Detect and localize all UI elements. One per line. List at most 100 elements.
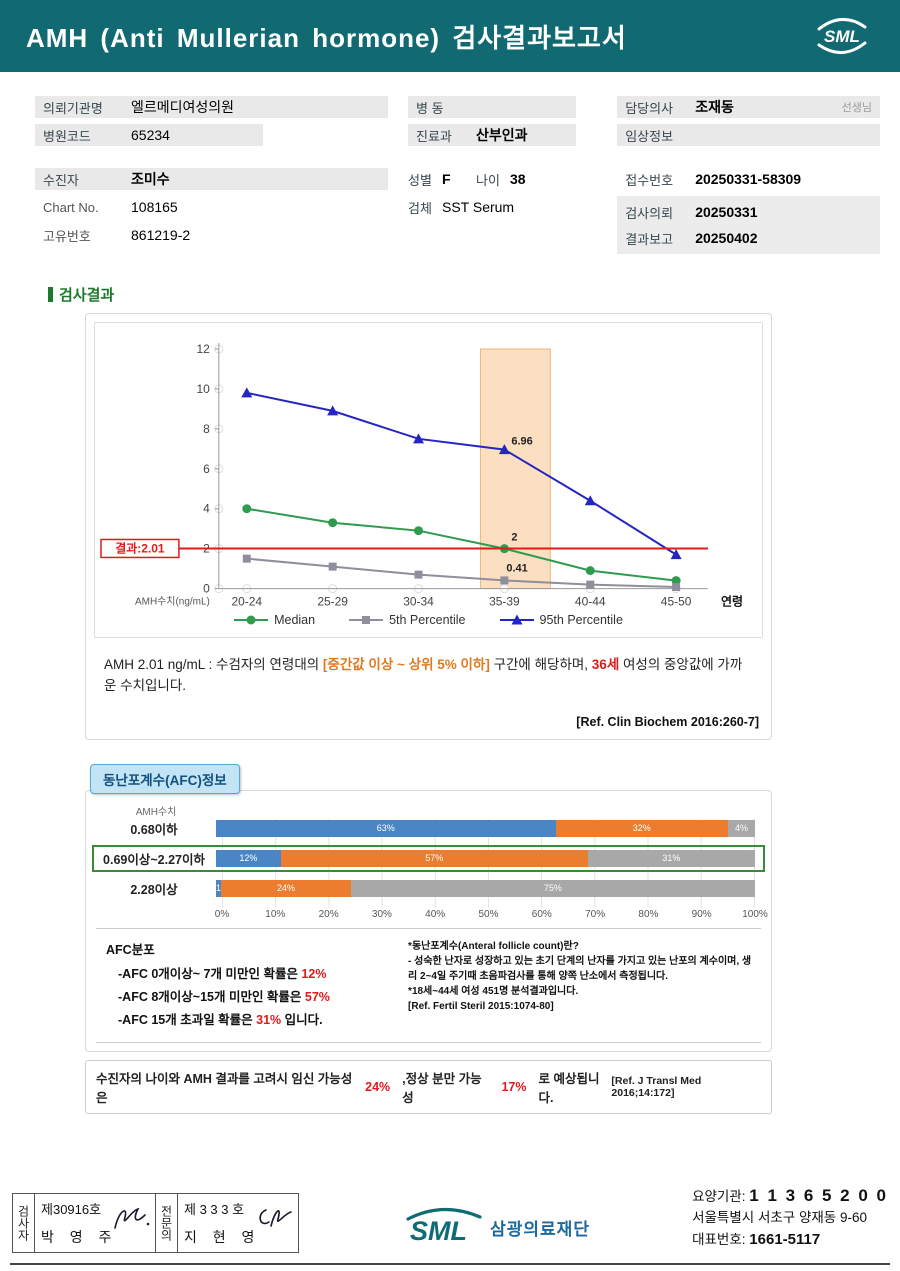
specimen-row: 검체 SST Serum: [408, 196, 599, 218]
conclusion-v1: 24%: [365, 1079, 391, 1094]
phone-number: 1661-5117: [749, 1230, 821, 1248]
series-5th-percentile: [242, 554, 681, 591]
report-header: AMH (Anti Mullerian hormone) 검사결과보고서 SML: [0, 0, 900, 72]
afc-axis-tick: 90%: [691, 908, 712, 920]
interp-mid2: 구간에 해당하며,: [489, 656, 592, 672]
org-label: 의뢰기관명: [43, 100, 103, 116]
results-section-title: 검사결과: [48, 284, 900, 305]
result-reference: [Ref. Clin Biochem 2016:260-7]: [576, 714, 759, 729]
clinical-row: 임상정보: [617, 124, 880, 146]
org-value: 엘르메디여성의원: [131, 99, 235, 115]
specialist-signature-icon: [259, 1209, 292, 1227]
afc-row-label: 0.69이상~2.27이하: [103, 852, 205, 867]
doctor-label: 담당의사: [625, 100, 674, 116]
doctor-suffix: 선생님: [841, 102, 872, 114]
section-accent-bar: [48, 287, 53, 302]
afc-axis-tick: 70%: [585, 908, 606, 920]
svg-text:0: 0: [203, 582, 210, 596]
svg-text:2: 2: [511, 532, 517, 544]
sml-logo-icon: SML: [817, 18, 867, 54]
examiner-name: 박 영 주: [41, 1229, 118, 1245]
legend-triangle-marker-icon: [499, 614, 534, 625]
afc-axis-ticks: 0% 10% 20% 30% 40% 50% 60% 70% 80% 90% 100%: [215, 908, 768, 924]
department-value: 산부인과: [476, 127, 528, 143]
afc-bar-rows: 0.68이하 63% 32% 4% 0.69이상~2.27이하 12% 57% 31% 2.28…: [92, 819, 765, 898]
section-title-text: 검사결과: [59, 287, 115, 304]
chart-no-value: 108165: [131, 199, 178, 215]
legend-item: Median: [234, 613, 315, 627]
afc-note-line: - 성숙한 난자로 성장하고 있는 초기 단계의 난자를 가지고 있는 난포의 …: [408, 955, 752, 982]
afc-dist-line: -AFC 0개이상~ 7개 미만인 확률은 12%: [118, 966, 327, 981]
afc-stacked-bar: 63% 32% 4%: [216, 819, 755, 837]
legend-circle-marker-icon: [234, 615, 269, 625]
interpretation-text: AMH 2.01 ng/mL : 수검자의 연령대의 [중간값 이상 ~ 상위 …: [86, 646, 771, 699]
afc-dist-line: -AFC 15개 초과일 확률은 31% 입니다.: [118, 1012, 323, 1027]
afc-bar-segment: 57%: [280, 849, 588, 867]
sex-label: 성별: [408, 172, 432, 188]
info-column-middle: 병 동 진료과 산부인과 성별 F 나이 38 검체 SST Serum: [408, 96, 599, 254]
afc-row-label: 0.68이하: [130, 822, 178, 837]
legend-label: 95th Percentile: [539, 612, 623, 627]
examiner-stamp-body: 제30916호 박 영 주: [35, 1194, 155, 1252]
footer-logo: SML 삼광의료재단: [400, 1207, 590, 1247]
examiner-stamp: 검사자 제30916호 박 영 주: [12, 1193, 156, 1253]
amh-line-chart: 0 2 4 6 8 10 12 20-24 25-29 30-34 35-39 40-44 45-50 연…: [100, 342, 743, 609]
afc-distribution: AFC분포 -AFC 0개이상~ 7개 미만인 확률은 12% -AFC 8개이…: [98, 937, 402, 1034]
doctor-value: 조재동: [695, 99, 734, 115]
afc-bar-segment: 4%: [728, 819, 755, 837]
ward-label: 병 동: [416, 100, 444, 116]
org-row: 의뢰기관명 엘르메디여성의원: [35, 96, 388, 118]
afc-stacked-bar: 12% 57% 31%: [216, 849, 755, 867]
afc-bar-segment: 75%: [350, 879, 755, 897]
afc-axis-title: AMH수치: [135, 806, 177, 818]
afc-note-line: *18세~44세 여성 451명 분석결과입니다.: [408, 985, 579, 997]
svg-text:AMH수치(ng/mL): AMH수치(ng/mL): [135, 596, 210, 608]
interp-age: 36세: [591, 656, 620, 672]
svg-text:6: 6: [203, 462, 210, 476]
receipt-no-value: 20250331-58309: [695, 171, 802, 187]
svg-text:6.96: 6.96: [511, 436, 532, 448]
conclusion-strip: 수진자의 나이와 AMH 결과를 고려시 임신 가능성은 24% ,정상 분만 …: [85, 1059, 772, 1114]
conclusion-p2: ,정상 분만 가능성: [402, 1071, 482, 1105]
request-date-row: 검사의뢰 20250331: [625, 201, 872, 223]
svg-text:45-50: 45-50: [661, 595, 692, 609]
svg-text:20-24: 20-24: [231, 595, 262, 609]
afc-axis-tick: 60%: [531, 908, 552, 920]
svg-text:결과:2.01: 결과:2.01: [115, 540, 165, 555]
receipt-no-row: 접수번호 20250331-58309: [617, 168, 880, 190]
hospital-code-value: 65234: [131, 127, 170, 143]
afc-axis-tick: 50%: [478, 908, 499, 920]
svg-text:연령: 연령: [721, 594, 743, 609]
report-date-label: 결과보고: [625, 231, 674, 247]
dates-panel: 검사의뢰 20250331 결과보고 20250402: [617, 196, 880, 254]
report-footer: 검사자 제30916호 박 영 주 전문의 제 3 3 3 호 지 현 영: [10, 1183, 890, 1265]
series-95th-percentile: [241, 387, 682, 560]
age-value: 38: [510, 171, 526, 187]
hospital-code-row: 병원코드 65234: [35, 124, 263, 146]
unique-no-value: 861219-2: [131, 227, 191, 243]
afc-axis-tick: 30%: [371, 908, 392, 920]
request-date-value: 20250331: [695, 204, 758, 220]
chart-no-row: Chart No. 108165: [35, 196, 388, 218]
afc-bar-row: 0.68이하 63% 32% 4%: [96, 819, 761, 838]
specimen-label: 검체: [408, 200, 432, 216]
legend-label: Median: [274, 612, 316, 627]
afc-bar-segment: 24%: [221, 879, 351, 897]
afc-bar-segment: 31%: [587, 849, 755, 867]
result-chart-container: 0 2 4 6 8 10 12 20-24 25-29 30-34 35-39 40-44 45-50 연…: [85, 313, 772, 740]
svg-text:30-34: 30-34: [403, 595, 434, 609]
stamp-area: 검사자 제30916호 박 영 주 전문의 제 3 3 3 호 지 현 영: [12, 1193, 299, 1253]
examiner-role: 검사자: [13, 1194, 35, 1252]
doctor-row: 담당의사 조재동 선생님: [617, 96, 880, 118]
afc-stacked-bar: 1%24%75%: [216, 879, 755, 897]
afc-notes: *동난포계수(Anteral follicle count)란? - 성숙한 난…: [402, 937, 759, 1034]
department-label: 진료과: [416, 128, 452, 144]
ward-row: 병 동: [408, 96, 576, 118]
afc-bar-row: 2.28이상 1%24%75%: [96, 879, 761, 898]
svg-text:8: 8: [203, 422, 210, 436]
legend-square-marker-icon: [349, 615, 384, 624]
patient-label: 수진자: [43, 172, 79, 188]
conclusion-p1: 수진자의 나이와 AMH 결과를 고려시 임신 가능성은: [96, 1071, 353, 1105]
logo-text: SML: [824, 27, 860, 46]
afc-chart-container: AMH수치 0.68이하 63% 32% 4% 0.69이상~2.27이하 12% 57% 3…: [85, 789, 772, 1052]
